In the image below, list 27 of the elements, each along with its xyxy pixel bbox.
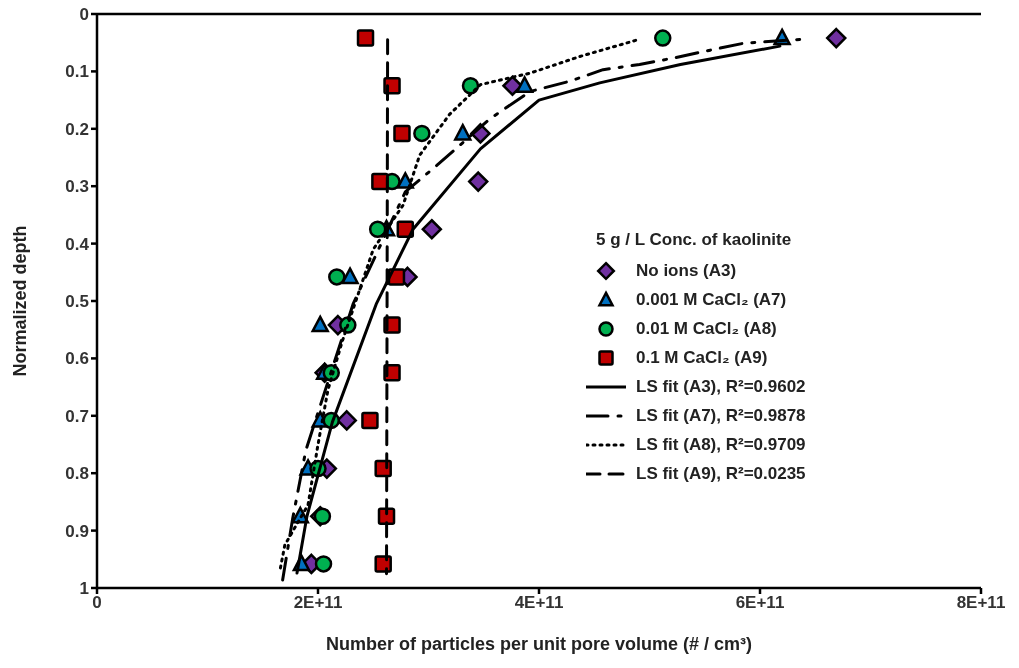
y-tick-label: 0.9 (65, 521, 89, 541)
legend-label: LS fit (A8), R²=0.9709 (636, 434, 806, 455)
y-tick-label: 0.6 (65, 349, 89, 369)
legend-label: LS fit (A7), R²=0.9878 (636, 405, 806, 426)
y-tick-label: 1 (79, 579, 89, 599)
y-tick-label: 0.5 (65, 292, 89, 312)
legend-label: 0.001 M CaCl₂ (A7) (636, 289, 787, 310)
y-tick-label: 0 (79, 5, 89, 25)
x-tick-label: 2E+11 (293, 593, 343, 613)
legend-label: LS fit (A9), R²=0.0235 (636, 463, 806, 484)
legend-label: No ions (A3) (636, 260, 737, 281)
y-tick-label: 0.7 (65, 406, 89, 426)
y-tick-label: 0.4 (65, 234, 90, 254)
x-tick-label: 8E+11 (956, 593, 1006, 613)
x-axis-title: Number of particles per unit pore volume (# / cm³) (325, 634, 753, 654)
x-tick-label: 4E+11 (514, 593, 564, 613)
x-tick-label: 0 (92, 593, 102, 613)
y-axis-title: Normalized depth (10, 225, 30, 377)
legend-label: LS fit (A3), R²=0.9602 (636, 376, 806, 397)
y-tick-label: 0.1 (65, 62, 89, 82)
y-tick-label: 0.3 (65, 177, 89, 197)
y-tick-label: 0.8 (65, 464, 89, 484)
legend-title: 5 g / L Conc. of kaolinite (596, 230, 793, 250)
legend-label: 0.01 M CaCl₂ (A8) (636, 318, 777, 339)
legend-label: 0.1 M CaCl₂ (A9) (636, 347, 768, 368)
x-tick-label: 6E+11 (735, 593, 785, 613)
y-tick-label: 0.2 (65, 119, 89, 139)
